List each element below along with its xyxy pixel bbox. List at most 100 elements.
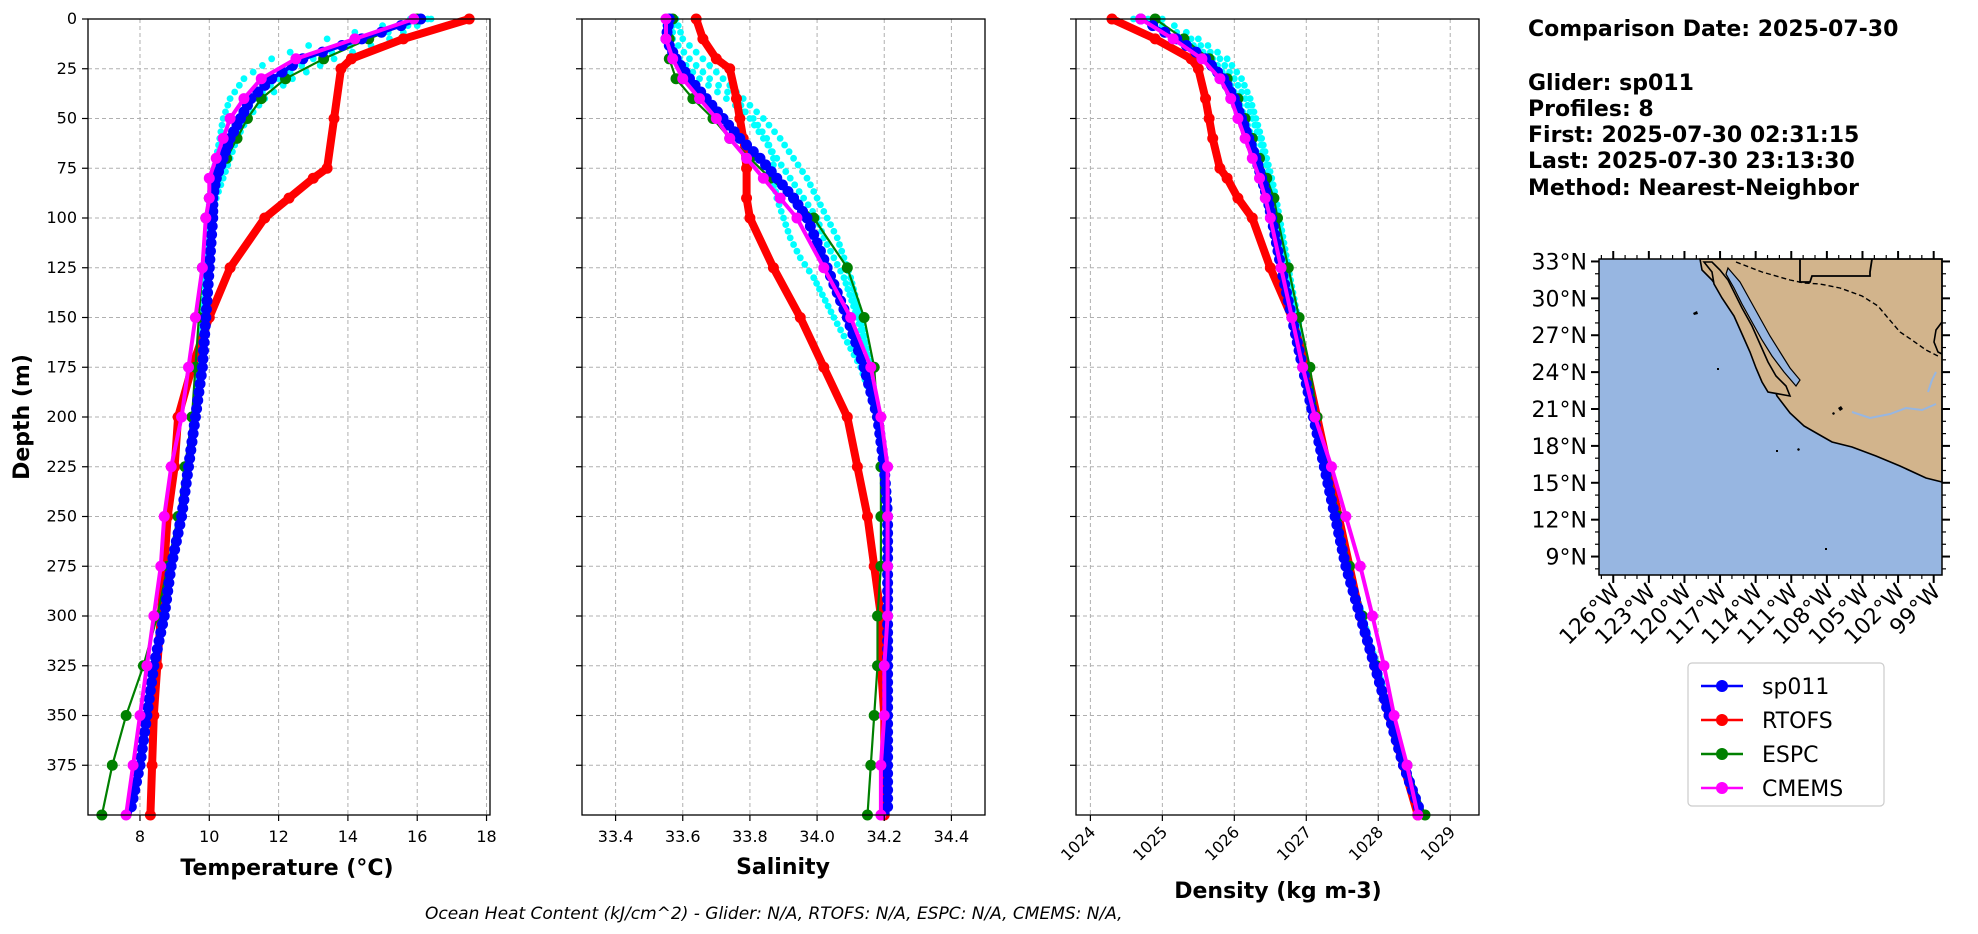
temperature-point-sp011: [155, 627, 167, 639]
salinity-point-sp011: [808, 229, 820, 241]
temperature-point-sp011: [203, 270, 215, 282]
temperature-profile-2-point: [302, 68, 310, 76]
salinity-point-CMEMS: [818, 262, 830, 274]
salinity-point-CMEMS: [660, 33, 672, 45]
salinity-profile-2-point: [799, 168, 806, 175]
density-point-sp011: [1325, 494, 1337, 506]
density-profile-2-point: [1256, 128, 1264, 136]
depth-tick-label-12: 300: [46, 606, 77, 625]
density-point-sp011: [1373, 676, 1385, 688]
temperature-point-CMEMS: [349, 33, 361, 45]
temperature-axes: 8 10 12 14 16 18 0 25 50 75 100 125 150 175 200 225 250 2…: [46, 9, 496, 846]
salinity-point-RTOFS: [851, 461, 863, 473]
salinity-xtick-label-3: 34.0: [799, 827, 835, 846]
salinity-profile-1-point: [818, 291, 826, 299]
density-point-CMEMS: [1196, 53, 1208, 65]
depth-tick-label-13: 325: [46, 656, 77, 675]
temperature-point-sp011: [176, 511, 188, 522]
salinity-profile-2-point: [785, 148, 793, 156]
salinity-profile-2-point: [817, 201, 824, 209]
temperature-point-CMEMS: [183, 361, 194, 373]
density-profile-0-point: [1230, 75, 1238, 83]
salinity-point-CMEMS: [791, 212, 803, 224]
temperature-xtick-label-0: 8: [135, 827, 145, 846]
salinity-profile-2-point: [771, 128, 778, 136]
density-profile-0-point: [1221, 62, 1229, 69]
temperature-point-sp011: [162, 585, 174, 597]
salinity-profile-0-point: [674, 42, 682, 49]
salinity-point-RTOFS: [741, 162, 753, 174]
temperature-series: [96, 13, 475, 821]
temperature-point-sp011: [252, 86, 264, 98]
density-point-sp011: [1352, 602, 1364, 614]
map-lat-label-1: 30°N: [1532, 287, 1587, 312]
density-profile-2-point: [1250, 108, 1258, 116]
salinity-point-CMEMS: [667, 53, 679, 65]
salinity-profile-1-point: [843, 338, 851, 346]
salinity-point-RTOFS: [767, 262, 779, 274]
density-point-CMEMS: [1366, 610, 1378, 622]
density-series: [1106, 13, 1431, 821]
depth-tick-label-15: 375: [46, 755, 77, 774]
salinity-profile-0-point: [795, 188, 803, 195]
comparison-date: Comparison Date: 2025-07-30: [1528, 17, 1898, 42]
salinity-profile-2-point: [677, 28, 684, 36]
temperature-axis-label: Temperature (°C): [180, 856, 393, 881]
temperature-point-sp011: [135, 751, 147, 763]
temperature-point-ESPC: [120, 710, 132, 721]
salinity-point-CMEMS: [774, 192, 786, 204]
legend-items: sp011 RTOFS ESPC CMEMS: [1701, 675, 1843, 802]
density-profile-0-point: [1216, 55, 1224, 63]
salinity-point-RTOFS: [794, 312, 806, 323]
density-profile-2-point: [1248, 101, 1256, 109]
temperature-point-CMEMS: [217, 132, 229, 144]
density-profile-0-point: [1187, 35, 1195, 43]
salinity-profile-2-point: [686, 42, 693, 49]
density-profile-2-point: [1204, 42, 1212, 49]
legend-label-ESPC: ESPC: [1762, 743, 1819, 768]
density-point-RTOFS: [1200, 93, 1212, 105]
salinity-profile-0-point: [686, 55, 693, 63]
temperature-point-CMEMS: [148, 610, 160, 622]
temperature-point-RTOFS: [397, 33, 409, 45]
temperature-point-sp011: [194, 378, 206, 390]
salinity-profile-1-point: [786, 234, 794, 242]
temperature-point-sp011: [193, 386, 205, 398]
map-lat-label-8: 9°N: [1546, 546, 1587, 571]
density-point-CMEMS: [1325, 461, 1337, 473]
depth-tick-label-7: 175: [46, 357, 77, 376]
temperature-point-sp011: [178, 494, 190, 506]
temperature-profile-2-point: [219, 174, 227, 182]
salinity-point-CMEMS: [677, 73, 689, 85]
salinity-point-CMEMS: [882, 511, 894, 522]
map-gulf-of-california: [1725, 266, 1801, 387]
salinity-point-CMEMS: [865, 361, 877, 373]
depth-tick-label-10: 250: [46, 507, 77, 526]
salinity-point-CMEMS: [724, 132, 736, 144]
salinity-profile-1-point: [837, 326, 844, 334]
salinity-profile-1-point: [796, 254, 804, 262]
salinity-point-CMEMS: [882, 610, 894, 622]
salinity-profile-1-point: [793, 247, 801, 255]
temperature-profile-2-point: [222, 168, 229, 175]
temperature-point-sp011: [204, 253, 216, 265]
temperature-profile-1-point: [226, 95, 234, 102]
salinity-profile-0-point: [842, 279, 850, 287]
salinity-profile-2-point: [699, 55, 707, 63]
salinity-profile-1-point: [763, 135, 771, 142]
temperature-point-CMEMS: [200, 212, 212, 224]
salinity-xtick-label-2: 33.8: [732, 827, 768, 846]
density-point-sp011: [1347, 585, 1359, 597]
temperature-point-sp011: [164, 569, 176, 581]
temperature-point-CMEMS: [290, 53, 302, 65]
salinity-profile-2-point: [861, 332, 868, 340]
salinity-point-RTOFS: [818, 361, 830, 373]
temperature-xtick-label-5: 18: [476, 827, 496, 846]
salinity-point-CMEMS: [878, 710, 890, 721]
salinity-point-CMEMS: [882, 461, 894, 473]
legend-marker-ESPC: [1716, 748, 1728, 760]
salinity-point-RTOFS: [710, 53, 722, 65]
salinity-profile-2-point: [813, 194, 821, 202]
density-point-sp011: [1329, 511, 1341, 522]
